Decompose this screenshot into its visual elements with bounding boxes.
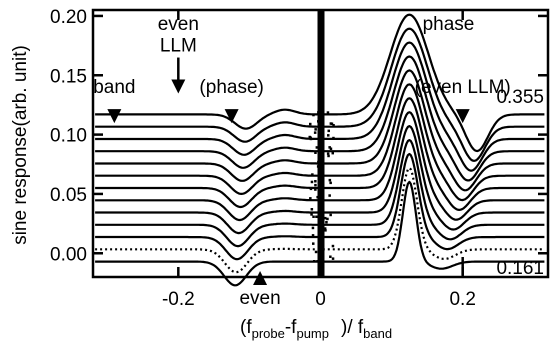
noise-dot	[310, 213, 313, 216]
noise-dot	[312, 113, 315, 117]
noise-dot	[330, 122, 334, 125]
y-tick-label: 0.15	[50, 66, 87, 87]
annotation-arrow	[253, 271, 268, 285]
noise-dot	[319, 202, 323, 205]
noise-dot	[309, 197, 312, 200]
trace-label: 0.355	[496, 87, 544, 108]
noise-dot	[312, 215, 315, 218]
noise-dot	[326, 111, 330, 114]
noise-dot	[318, 117, 321, 120]
noise-dot	[324, 229, 327, 232]
y-axis-label: sine response(arb. unit)	[10, 45, 31, 245]
noise-dot	[310, 180, 314, 184]
noise-dot	[313, 131, 317, 134]
noise-dot	[311, 234, 315, 237]
noise-dot	[314, 180, 317, 183]
noise-dot	[326, 152, 330, 155]
noise-dot	[308, 135, 311, 139]
y-tick-label: 0.20	[50, 7, 87, 28]
noise-dot	[316, 260, 319, 263]
noise-dot	[318, 204, 321, 208]
noise-dot	[309, 122, 312, 126]
noise-dot	[329, 255, 332, 258]
y-tick-label: 0.00	[50, 244, 87, 265]
noise-dot	[319, 180, 322, 184]
noise-dot	[325, 221, 328, 224]
noise-dot	[323, 227, 327, 230]
noise-dot	[316, 195, 319, 199]
noise-dot	[328, 178, 332, 182]
noise-dot	[311, 173, 314, 176]
noise-dot	[326, 217, 329, 221]
traces-group	[95, 10, 545, 287]
annotation-arrow	[455, 109, 470, 124]
annotation-arrow	[171, 79, 186, 94]
noise-dot	[317, 111, 320, 114]
noise-dot	[329, 213, 332, 217]
noise-dot	[331, 244, 335, 248]
central-noise-block	[317, 10, 325, 277]
annotation-label: (even LLM)	[415, 77, 511, 98]
noise-dot	[327, 154, 330, 158]
noise-dot	[322, 187, 325, 190]
noise-dot	[329, 181, 332, 185]
y-tick-label: 0.05	[50, 185, 87, 206]
x-tick-label: 0	[315, 289, 326, 310]
y-tick-label: 0.10	[50, 126, 87, 147]
noise-dot	[311, 226, 315, 230]
noise-dot	[312, 242, 315, 245]
noise-dot	[314, 250, 318, 254]
noise-dot	[317, 143, 321, 147]
annotation-arrow	[224, 109, 239, 124]
noise-dot	[328, 146, 331, 149]
noise-dot	[321, 175, 325, 179]
noise-dot	[331, 257, 335, 260]
annotation-label: LLM	[160, 36, 197, 57]
noise-dot	[317, 120, 320, 123]
ticks-group	[93, 10, 548, 277]
annotation-label: phase	[423, 14, 475, 35]
tick-labels-group: 0.00 0.05 0.10 0.15 0.20 -0.2 0 0.2	[50, 7, 476, 310]
noise-dot	[319, 129, 322, 132]
noise-dot	[327, 129, 330, 133]
annotation-label: band	[93, 77, 135, 98]
noise-dot	[332, 136, 335, 140]
noise-dot	[313, 260, 316, 263]
noise-dot	[316, 165, 320, 168]
noise-dot	[315, 146, 319, 149]
noise-dot	[320, 153, 323, 157]
noise-dot	[332, 124, 335, 127]
noise-dot	[315, 215, 318, 218]
x-tick-label: 0.2	[449, 289, 475, 310]
noise-dot	[324, 216, 327, 220]
noise-dot	[317, 160, 320, 164]
annotation-label: even	[239, 288, 280, 309]
noise-dot	[318, 185, 321, 188]
x-tick-label: -0.2	[162, 289, 195, 310]
annotation-label: even	[158, 14, 199, 35]
noise-dot	[314, 188, 317, 191]
annotation-arrow	[107, 109, 122, 124]
noise-dot	[320, 198, 323, 201]
noise-dot	[320, 178, 323, 182]
x-axis-label: (fprobe-fpump)/ fband	[240, 317, 392, 341]
noise-dot	[327, 134, 330, 137]
noise-dot	[331, 151, 334, 155]
noise-dot	[309, 187, 313, 191]
noise-dot	[310, 208, 314, 211]
trace-label: 0.161	[496, 258, 544, 279]
noise-dot	[329, 147, 333, 150]
noise-dot	[314, 151, 317, 154]
noise-dot	[314, 183, 317, 187]
noise-dot	[328, 194, 331, 197]
noise-dot	[314, 128, 317, 131]
annotation-label: (phase)	[199, 77, 263, 98]
